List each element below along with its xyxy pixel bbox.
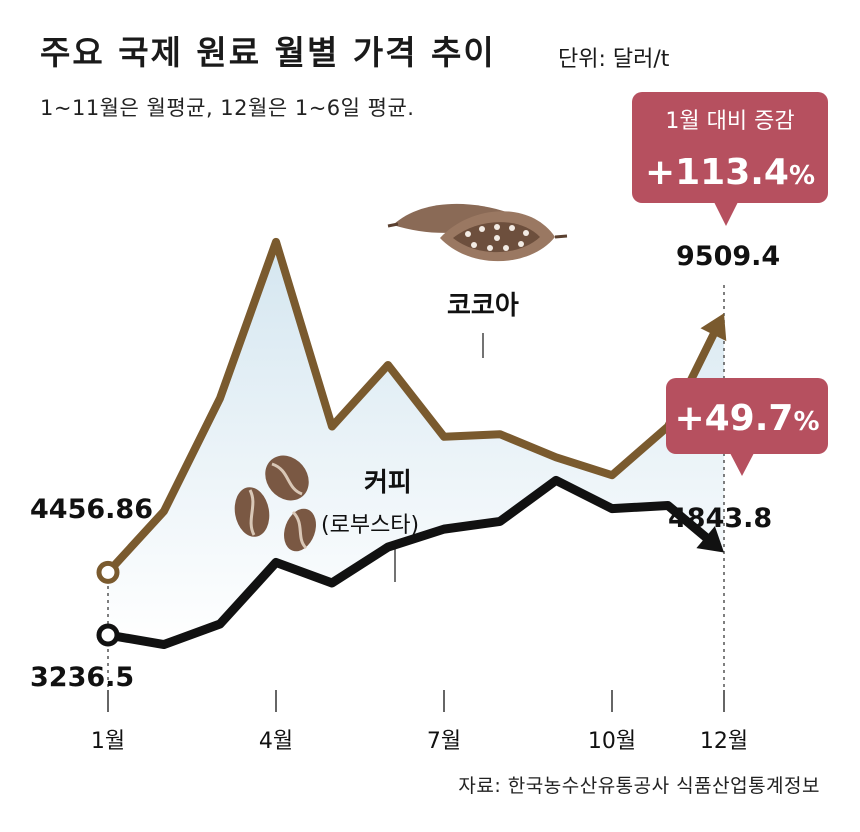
cocoa-callout-pointer	[714, 202, 738, 226]
cocoa-callout-box	[632, 92, 828, 203]
cocoa-series-line	[104, 237, 721, 577]
x-tick-label: 4월	[259, 729, 293, 754]
cocoa-start-marker	[96, 560, 120, 584]
x-tick-label: 7월	[427, 729, 461, 754]
unit-label: 단위: 달러/t	[558, 47, 670, 72]
cocoa-series-label: 코코아	[447, 291, 519, 321]
coffee-bean-icon	[234, 455, 316, 552]
cocoa-end-arrow	[700, 313, 727, 342]
cocoa-change-callout: 1월 대비 증감 +113.4%	[632, 92, 828, 226]
coffee-series-sublabel: (로부스타)	[321, 513, 419, 538]
chart-title: 주요 국제 원료 월별 가격 추이	[40, 33, 496, 72]
cocoa-callout-caption: 1월 대비 증감	[665, 109, 794, 134]
cocoa-callout-value: +113.4%	[645, 152, 815, 193]
cocoa-end-value: 9509.4	[676, 241, 780, 272]
coffee-start-value: 3236.5	[30, 662, 134, 693]
coffee-end-arrow	[696, 526, 724, 553]
coffee-callout-pointer	[730, 453, 754, 476]
cocoa-pod-icon	[387, 203, 568, 262]
x-tick-label: 1월	[91, 729, 125, 754]
coffee-start-marker	[96, 623, 120, 647]
x-tick-label: 12월	[700, 729, 748, 754]
coffee-series-label: 커피	[364, 468, 412, 498]
coffee-end-value: 4843.8	[668, 503, 772, 534]
x-tick-label: 10월	[588, 729, 636, 754]
chart-subtitle: 1~11월은 월평균, 12월은 1~6일 평균.	[40, 96, 415, 120]
coffee-callout-value: +49.7%	[674, 398, 819, 439]
source-note: 자료: 한국농수산유통공사 식품산업통계정보	[458, 775, 820, 797]
coffee-series-line	[103, 475, 717, 650]
coffee-change-callout: +49.7%	[666, 378, 828, 476]
coffee-callout-box	[666, 378, 828, 454]
cocoa-start-value: 4456.86	[30, 494, 153, 525]
cocoa-area-fill	[108, 241, 724, 645]
